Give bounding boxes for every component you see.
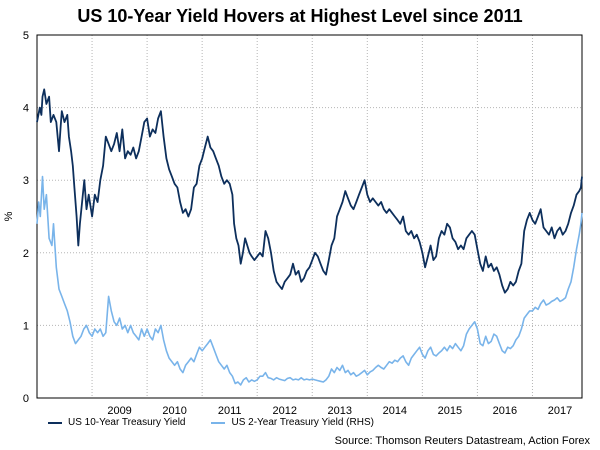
x-tick-label: 2013 (328, 405, 352, 417)
chart-title: US 10-Year Yield Hovers at Highest Level… (77, 6, 523, 26)
legend-swatch-two-year (211, 421, 226, 424)
series-lines (36, 88, 583, 386)
y-tick-label: 2 (23, 248, 29, 260)
x-tick-label: 2009 (107, 405, 131, 417)
legend-label-ten-year: US 10-Year Treasury Yield (68, 417, 186, 428)
y-tick-label: 0 (23, 393, 29, 405)
series-line-two-year (36, 175, 583, 386)
plot-frame (36, 34, 583, 399)
series-line-ten-year (36, 88, 583, 294)
x-tick-label: 2016 (493, 405, 517, 417)
legend-label-two-year: US 2-Year Treasury Yield (RHS) (231, 417, 374, 428)
x-tick-label: 2015 (438, 405, 462, 417)
axis-ticks: 0 1 2 3 4 5 2009 2010 2011 2012 2013 2014 2015 2016 20… (23, 30, 572, 417)
legend: US 10-Year Treasury Yield US 2-Year Trea… (48, 417, 374, 428)
x-tick-label: 2011 (218, 405, 242, 417)
y-tick-label: 4 (23, 103, 29, 115)
grid-lines (37, 35, 582, 398)
x-tick-label: 2014 (383, 405, 407, 417)
y-tick-label: 1 (23, 320, 29, 332)
y-tick-label: 3 (23, 175, 29, 187)
y-axis-label: % (3, 211, 15, 221)
y-tick-label: 5 (23, 30, 29, 42)
source-note: Source: Thomson Reuters Datastream, Acti… (334, 435, 590, 447)
legend-item-ten-year: US 10-Year Treasury Yield (48, 417, 185, 428)
x-tick-label: 2012 (272, 405, 296, 417)
legend-swatch-ten-year (48, 421, 62, 424)
x-tick-label: 2010 (162, 405, 186, 417)
legend-item-two-year: US 2-Year Treasury Yield (RHS) (211, 417, 374, 428)
x-tick-label: 2017 (548, 405, 572, 417)
